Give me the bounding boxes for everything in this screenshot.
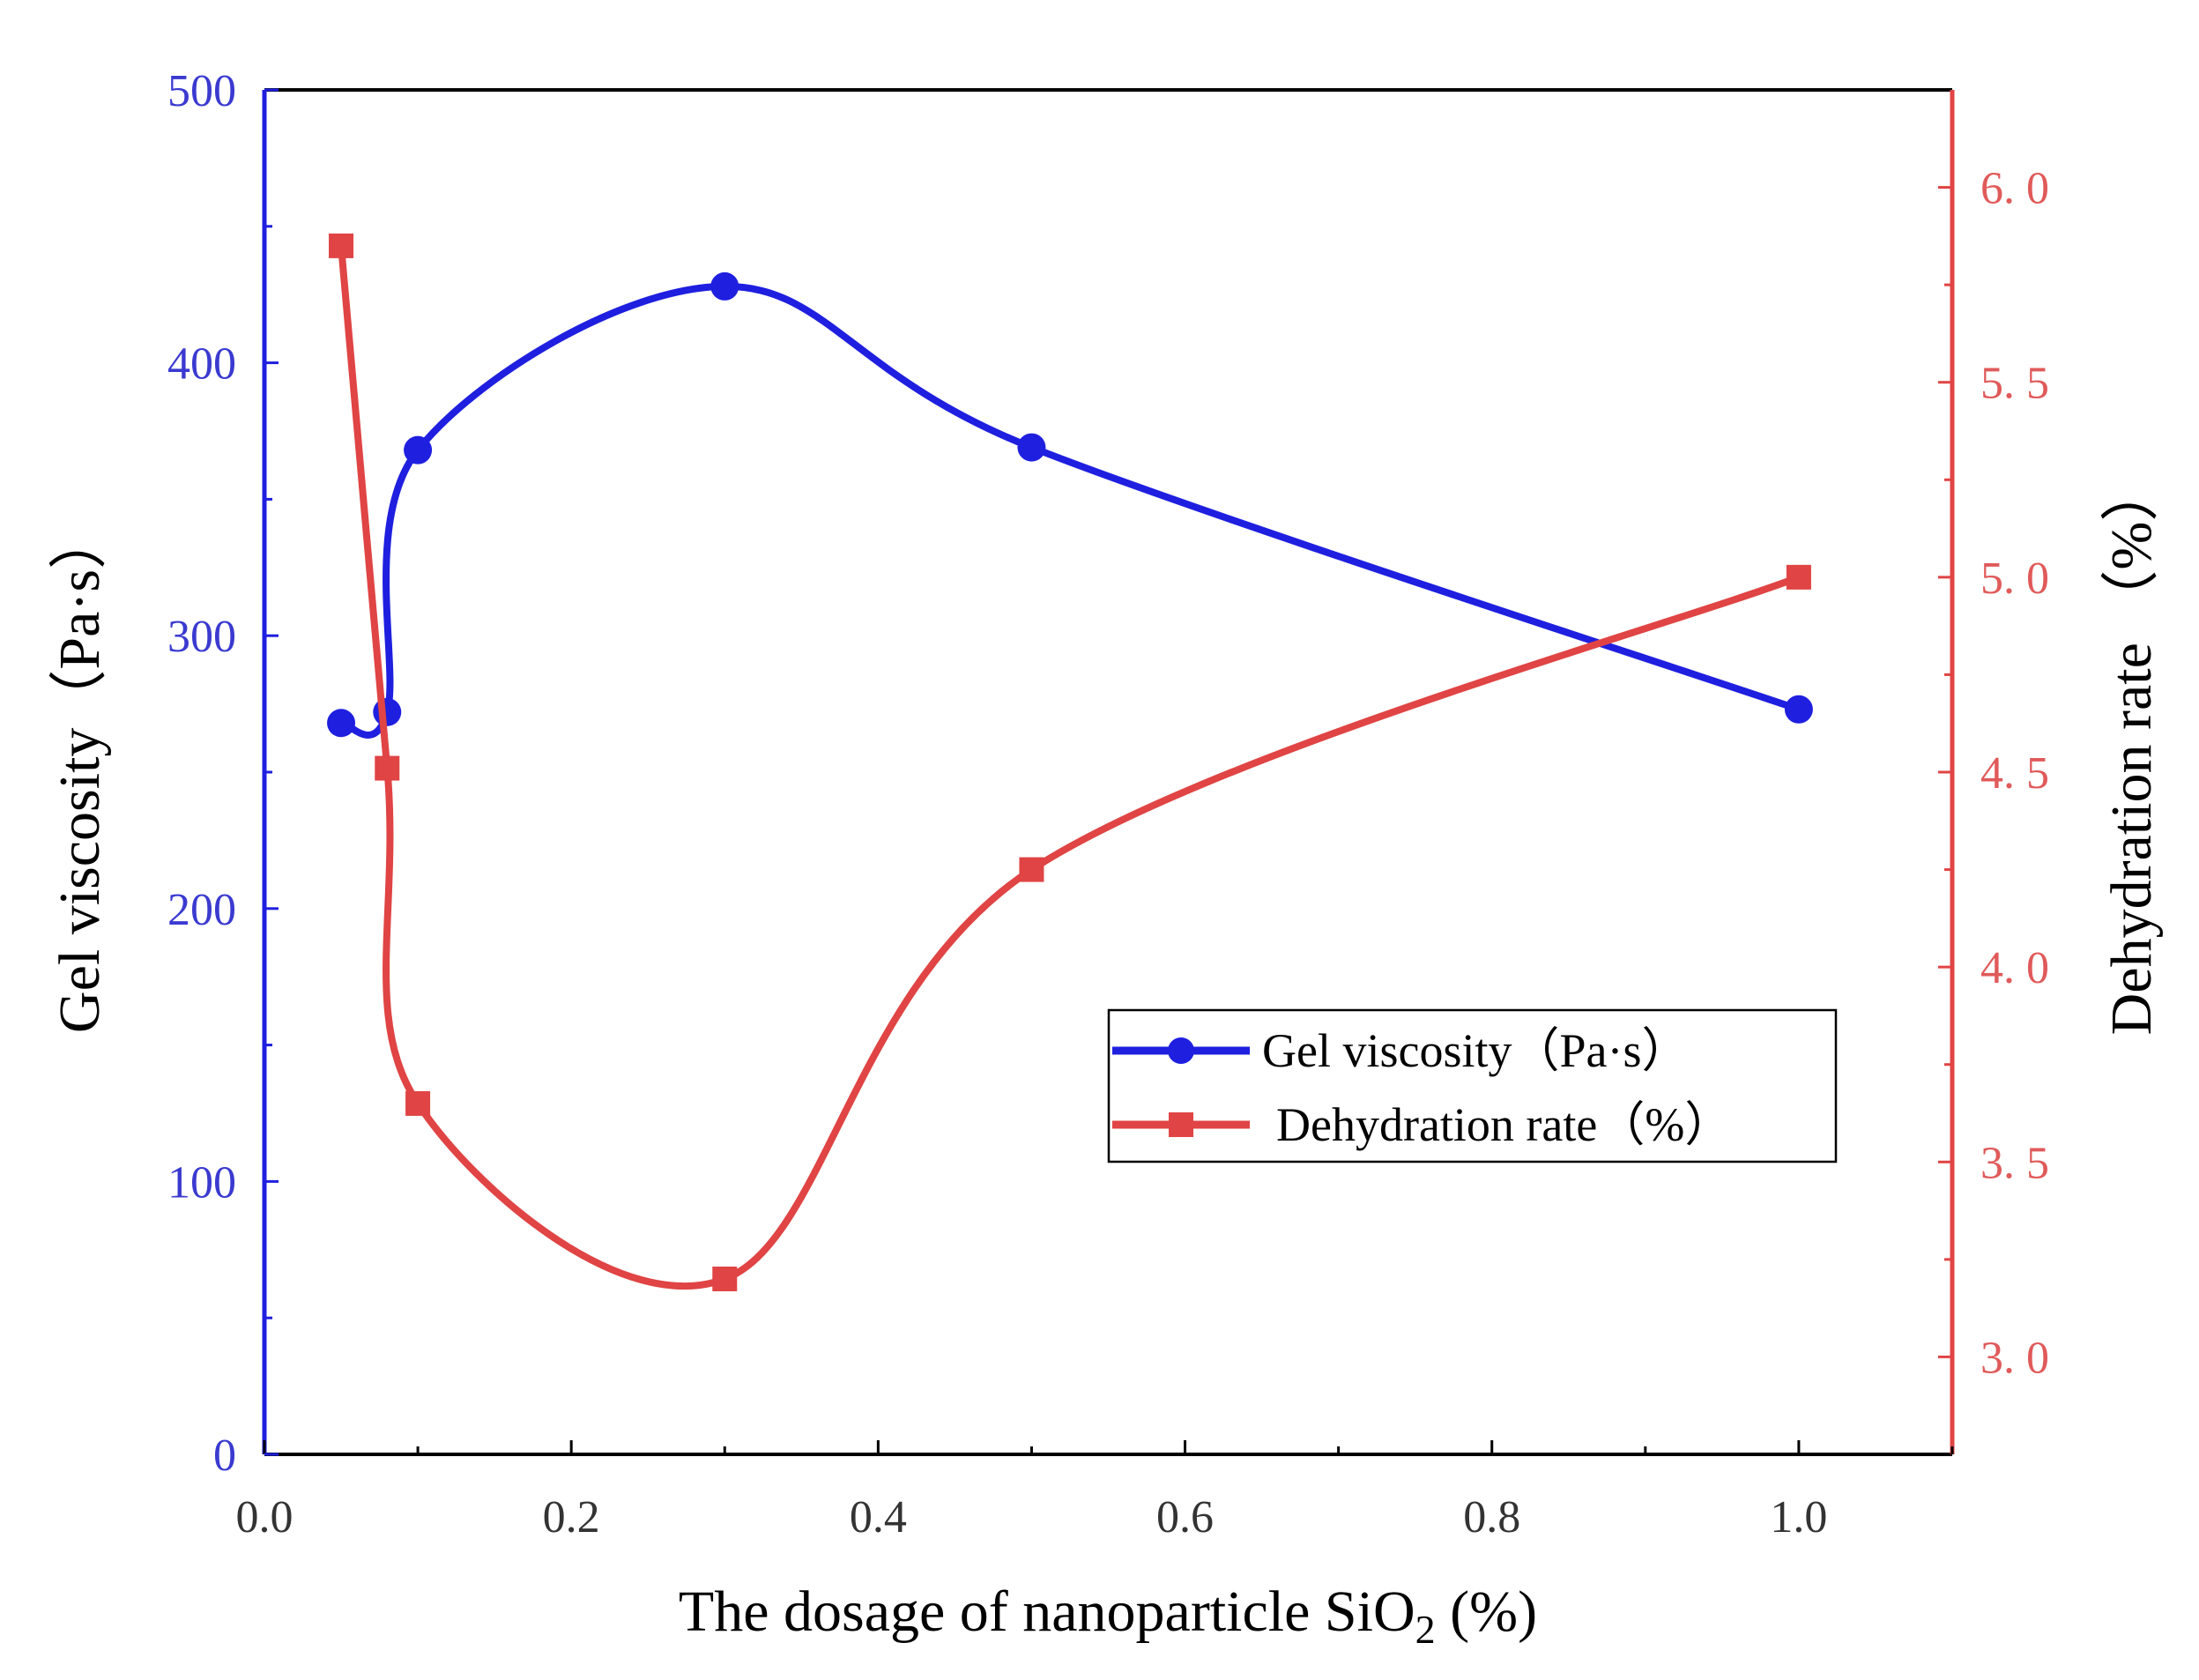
viscosity-data-point [1784,695,1813,724]
left-tick-label: 0 [213,1431,236,1481]
dehydration-data-point [375,755,400,781]
left-tick-label: 100 [167,1157,236,1208]
right-tick-label: 3. 5 [1980,1138,2049,1188]
x-axis-title-main: The dosage of nanoparticle SiO [679,1580,1415,1644]
dehydration-series-line [338,245,1801,1290]
dehydration-data-point [1786,564,1811,590]
x-axis-title: The dosage of nanoparticle SiO2 (%) [679,1580,1537,1652]
x-tick-label: 0.4 [850,1492,907,1542]
left-tick-label: 500 [167,66,236,116]
legend-box [1107,1008,1838,1163]
legend-label-dehydration: Dehydration rate（%） [1276,1098,1732,1151]
viscosity-data-point [404,435,433,465]
viscosity-series-line [340,282,1801,739]
x-axis-title-units: (%) [1436,1580,1537,1644]
legend-label-viscosity: Gel viscosity（Pa·s） [1262,1024,1689,1077]
dehydration-data-point [329,233,354,258]
dehydration-data-point [405,1090,431,1116]
viscosity-data-point [1017,433,1046,462]
dehydration-data-point [1019,857,1044,882]
left-tick-label: 200 [167,885,236,935]
right-tick-label: 5. 0 [1980,554,2049,604]
viscosity-data-point [710,271,739,301]
right-y-ticks: 3. 0 3. 5 4. 0 4. 5 5. 0 5. 5 6. 0 [1938,164,2049,1383]
left-y-ticks: 0 100 200 300 400 500 [167,66,279,1481]
right-tick-label: 5. 5 [1980,359,2049,409]
right-tick-label: 4. 0 [1980,943,2049,993]
left-tick-label: 300 [167,612,236,662]
x-tick-label: 0.2 [543,1492,600,1542]
x-axis-title-subscript: 2 [1415,1607,1436,1652]
legend-marker-viscosity [1168,1037,1194,1064]
legend: Gel viscosity（Pa·s） Dehydration rate（%） [1107,1008,1838,1163]
legend-marker-dehydration [1169,1112,1193,1137]
x-ticks: 0.0 0.2 0.4 0.6 0.8 1.0 [236,1440,1954,1542]
x-tick-label: 1.0 [1770,1492,1827,1542]
viscosity-data-point [373,697,402,726]
dehydration-data-point [712,1266,738,1291]
x-tick-label: 0.6 [1156,1492,1214,1542]
left-tick-label: 400 [167,339,236,390]
right-tick-label: 4. 5 [1980,748,2049,799]
right-tick-label: 6. 0 [1980,164,2049,214]
left-axis-title: Gel viscosity（Pa·s） [48,511,112,1033]
x-tick-label: 0.8 [1463,1492,1520,1542]
right-axis-title: Dehydration rate （%） [2099,464,2164,1036]
viscosity-data-point [327,709,356,738]
series-layer [327,233,1813,1291]
right-tick-label: 3. 0 [1980,1333,2049,1383]
x-tick-label: 0.0 [236,1492,293,1542]
